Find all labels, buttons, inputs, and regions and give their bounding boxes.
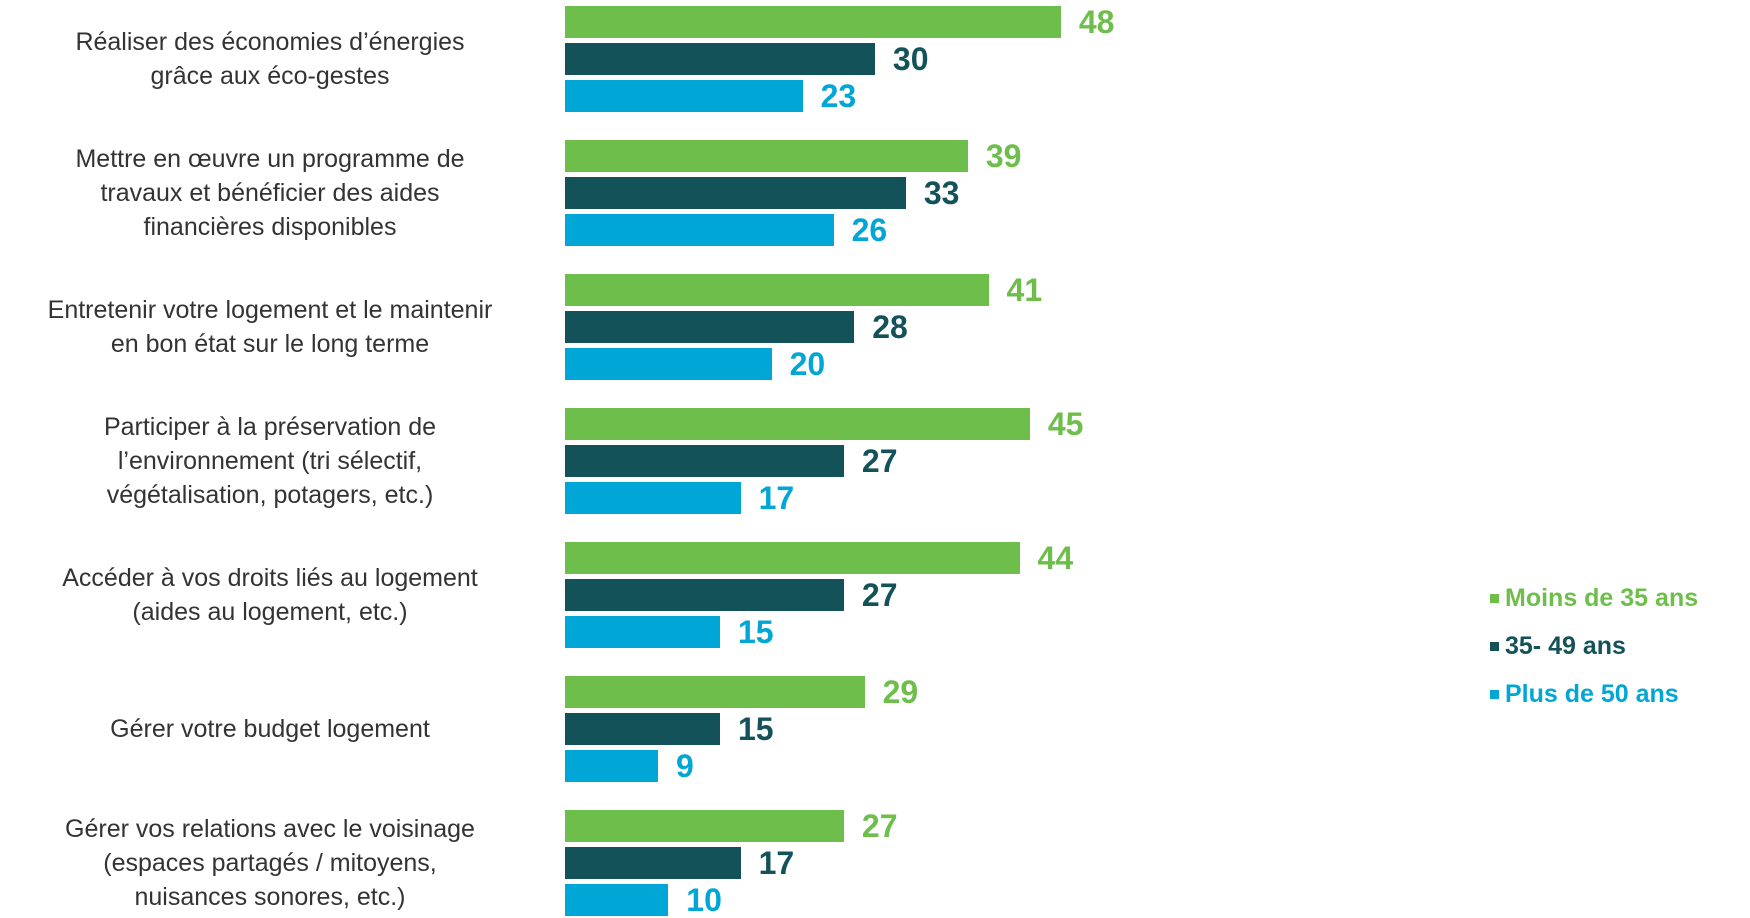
bar	[565, 616, 720, 648]
data-label: 15	[737, 614, 774, 650]
category-label: Réaliser des économies d’énergies grâce …	[75, 28, 465, 90]
bar	[565, 6, 1061, 38]
data-label: 45	[1047, 406, 1084, 442]
bar	[565, 177, 906, 209]
data-label: 27	[861, 577, 898, 613]
data-label: 39	[985, 138, 1022, 174]
category-label: Participer à la préservation de l’enviro…	[103, 413, 437, 509]
legend-swatch	[1490, 641, 1499, 651]
category-label: Gérer votre budget logement	[110, 715, 430, 743]
data-label: 9	[675, 748, 694, 784]
bar	[565, 482, 741, 514]
bar	[565, 274, 989, 306]
bar	[565, 140, 968, 172]
bar	[565, 884, 669, 916]
legend-item: 35- 49 ans	[1490, 622, 1698, 670]
data-label: 48	[1078, 4, 1115, 40]
data-label: 15	[737, 711, 774, 747]
bar	[565, 43, 875, 75]
legend-swatch	[1490, 593, 1499, 603]
bar	[565, 445, 844, 477]
data-label: 10	[686, 882, 722, 918]
bar	[565, 80, 803, 112]
data-label: 30	[892, 41, 929, 77]
legend-item: Plus de 50 ans	[1490, 670, 1698, 718]
data-label: 17	[758, 845, 795, 881]
legend: Moins de 35 ans 35- 49 ans Plus de 50 ans	[1490, 574, 1698, 718]
data-label: 44	[1037, 540, 1074, 576]
bar	[565, 750, 658, 782]
legend-item: Moins de 35 ans	[1490, 574, 1698, 622]
bar	[565, 542, 1020, 574]
legend-label: Moins de 35 ans	[1505, 583, 1699, 612]
bar	[565, 810, 844, 842]
data-label: 27	[861, 443, 898, 479]
legend-label: 35- 49 ans	[1505, 631, 1626, 660]
bar	[565, 214, 834, 246]
bar	[565, 579, 844, 611]
category-label: Gérer vos relations avec le voisinage (e…	[65, 815, 475, 911]
data-label: 26	[851, 212, 888, 248]
legend-swatch	[1490, 689, 1499, 699]
data-label: 20	[789, 346, 826, 382]
data-label: 29	[882, 674, 919, 710]
category-label: Entretenir votre logement et le mainteni…	[47, 296, 493, 358]
legend-label: Plus de 50 ans	[1505, 679, 1679, 708]
bar	[565, 713, 720, 745]
category-label: Mettre en œuvre un programme de travaux …	[75, 145, 465, 241]
bar	[565, 847, 741, 879]
data-label: 28	[872, 309, 908, 345]
data-label: 17	[758, 480, 795, 516]
bar	[565, 676, 865, 708]
bar	[565, 311, 855, 343]
category-label: Accéder à vos droits liés au logement (a…	[62, 564, 478, 626]
data-label: 41	[1006, 272, 1043, 308]
data-label: 33	[923, 175, 960, 211]
bar	[565, 408, 1030, 440]
data-label: 23	[820, 78, 857, 114]
bar	[565, 348, 772, 380]
data-label: 27	[861, 808, 898, 844]
